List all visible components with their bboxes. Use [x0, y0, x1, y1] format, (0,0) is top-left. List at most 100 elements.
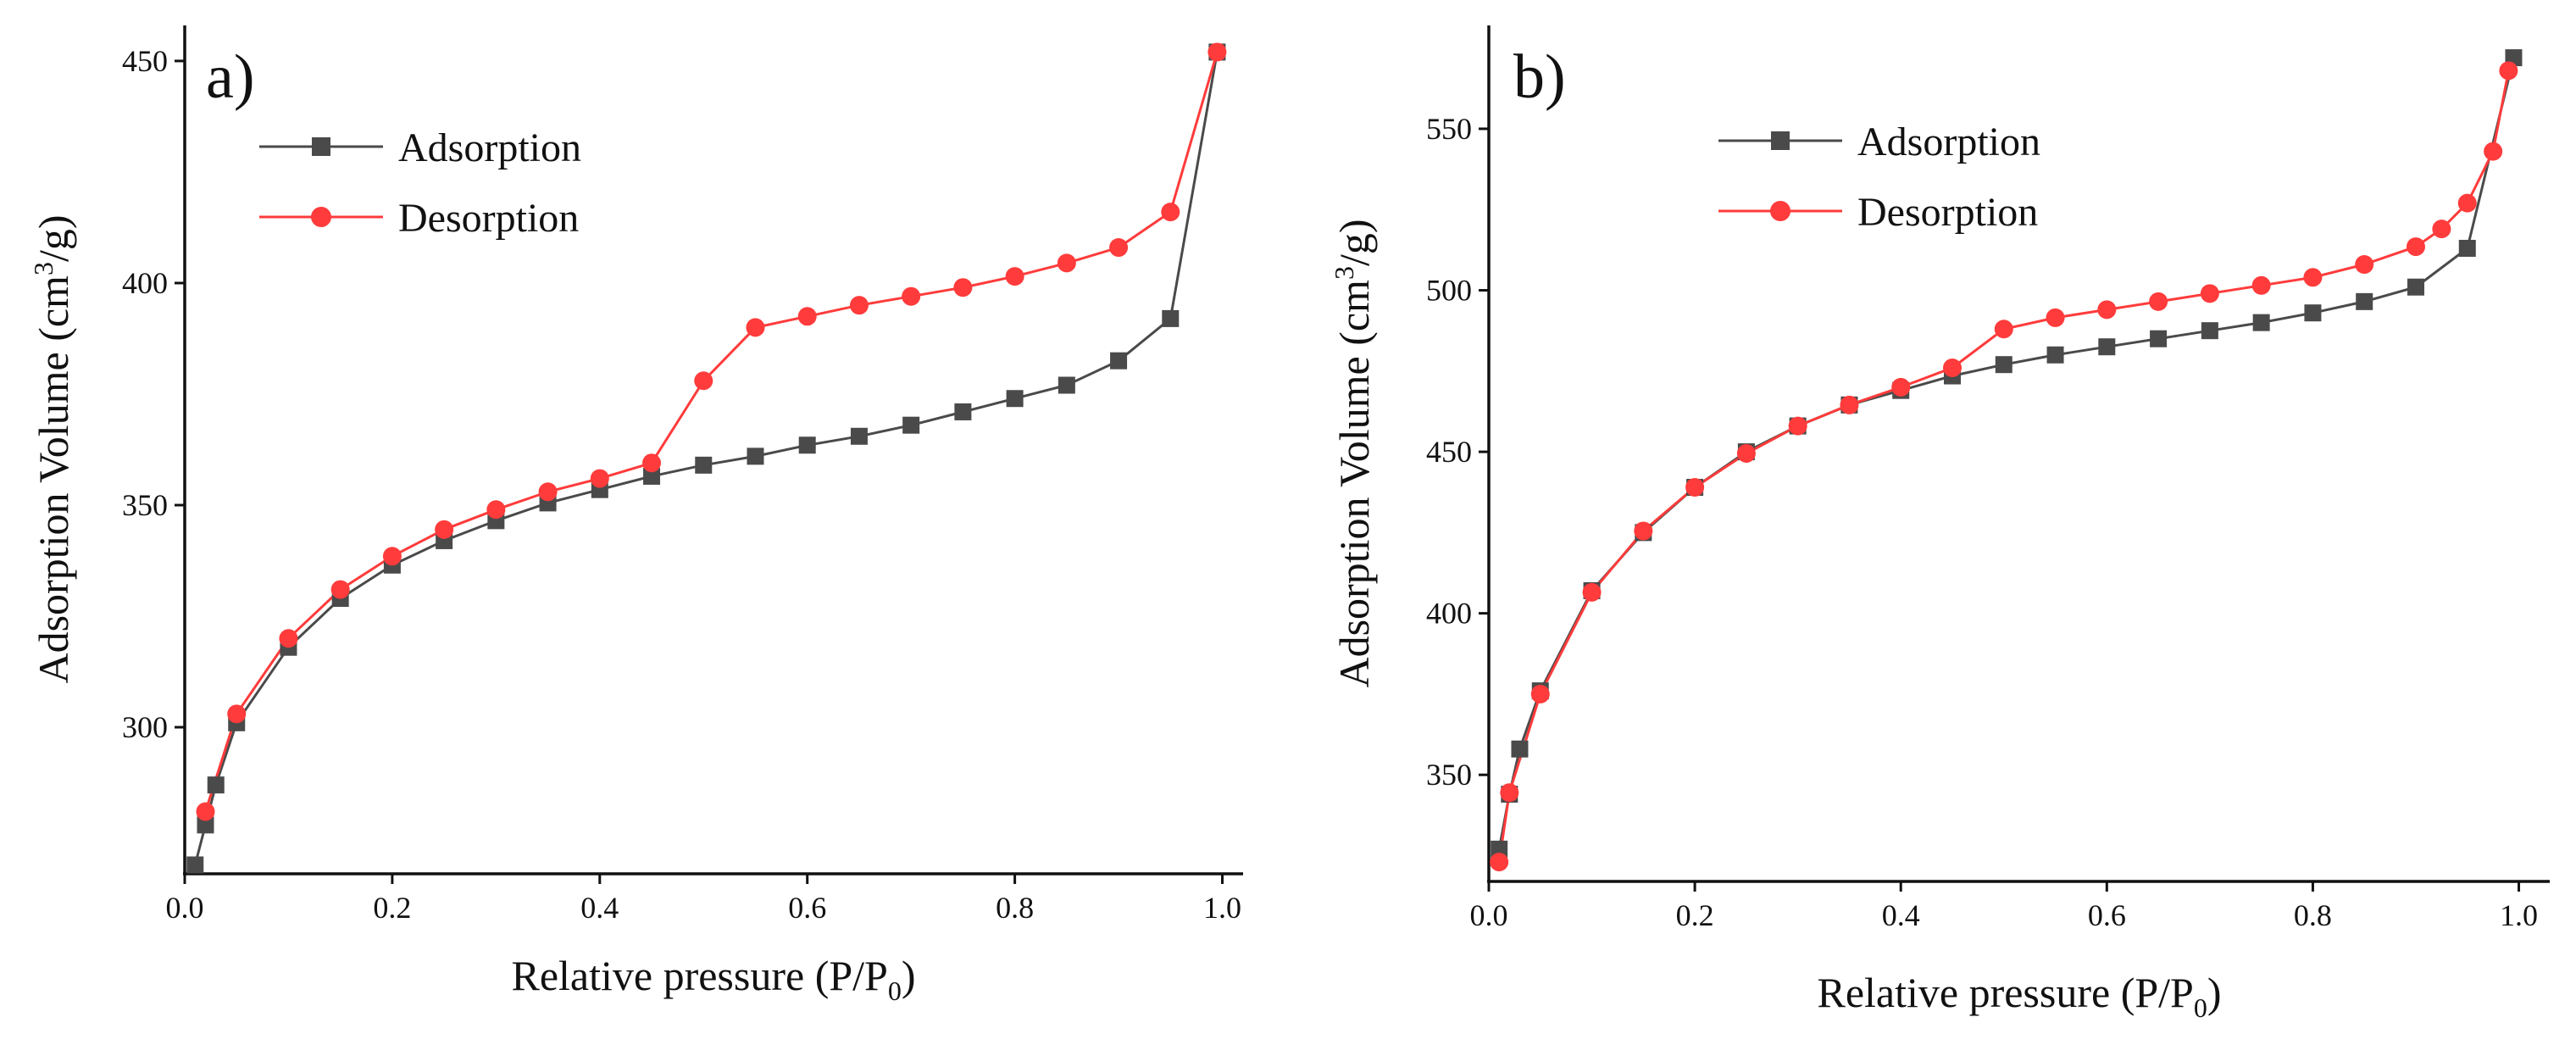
- data-point-adsorption: [197, 816, 214, 834]
- x-axis-label: Relative pressure (P/P0): [1817, 969, 2221, 1023]
- series-line-desorption: [204, 51, 1219, 813]
- series-line-adsorption: [1497, 57, 2515, 850]
- series-layer: [1490, 49, 2523, 872]
- x-tick-label: 0.8: [996, 891, 1034, 925]
- panel-label: b): [1513, 42, 1566, 112]
- data-point-desorption: [1208, 42, 1227, 62]
- data-point-adsorption: [1995, 356, 2012, 374]
- data-point-desorption: [486, 500, 506, 520]
- x-tick-label: 0.6: [2088, 898, 2126, 932]
- data-point-desorption: [2355, 255, 2374, 275]
- data-point-desorption: [694, 371, 713, 391]
- data-point-desorption: [642, 453, 662, 473]
- x-axis-label-prefix: Relative pressure (P/P: [1817, 969, 2193, 1016]
- y-axis-label: Adsorption Volume (cm3/g): [28, 214, 77, 683]
- legend: Adsorption Desorption: [1718, 120, 2040, 235]
- data-point-desorption: [953, 278, 973, 297]
- data-point-adsorption: [2407, 278, 2424, 296]
- data-point-desorption: [1490, 853, 1509, 872]
- y-tick-label: 400: [122, 266, 168, 300]
- data-point-adsorption: [2356, 292, 2373, 310]
- data-point-desorption: [2097, 300, 2117, 320]
- legend-marker-desorption: [311, 207, 331, 227]
- data-point-desorption: [1057, 253, 1076, 273]
- legend-entry-desorption: Desorption: [259, 196, 579, 241]
- data-point-adsorption: [954, 403, 972, 420]
- data-point-desorption: [1788, 416, 1807, 436]
- data-point-adsorption: [2046, 346, 2064, 364]
- data-point-desorption: [797, 307, 817, 326]
- data-point-desorption: [746, 318, 765, 337]
- y-axis-label-superscript: 3: [28, 262, 58, 275]
- data-point-desorption: [279, 629, 298, 648]
- x-tick-label: 0.0: [166, 891, 204, 925]
- data-point-desorption: [902, 286, 921, 306]
- data-point-adsorption: [1491, 840, 1508, 858]
- series-layer: [186, 42, 1227, 874]
- data-point-desorption: [2457, 193, 2477, 213]
- legend-entry-adsorption: Adsorption: [259, 125, 581, 170]
- y-tick-label: 350: [122, 488, 168, 522]
- y-axis-label-suffix: /g): [30, 214, 77, 262]
- data-point-desorption: [849, 296, 869, 315]
- data-point-desorption: [1005, 267, 1024, 286]
- data-point-desorption: [2251, 275, 2271, 295]
- x-tick-label: 0.4: [1882, 898, 1920, 932]
- y-axis-label-prefix: Adsorption Volume (cm: [30, 275, 77, 684]
- legend-label-adsorption: Adsorption: [1857, 120, 2040, 164]
- data-point-desorption: [1634, 521, 1653, 541]
- x-tick-label: 0.2: [373, 891, 411, 925]
- legend-marker-desorption: [1770, 201, 1790, 221]
- data-point-adsorption: [798, 436, 816, 454]
- x-tick-group: 0.0 0.2 0.4 0.6 0.8 1.0: [166, 874, 1241, 925]
- y-axis-label-prefix: Adsorption Volume (cm: [1330, 280, 1378, 688]
- x-tick-label: 0.0: [1470, 898, 1508, 932]
- data-point-desorption: [227, 704, 247, 724]
- data-point-adsorption: [643, 467, 661, 485]
- y-tick-label: 450: [1426, 435, 1472, 469]
- data-point-desorption: [2200, 284, 2219, 303]
- y-tick-label: 450: [122, 44, 168, 78]
- data-point-adsorption: [2304, 304, 2322, 322]
- data-point-desorption: [2303, 268, 2323, 287]
- data-point-desorption: [1530, 684, 1550, 703]
- x-axis-label: Relative pressure (P/P0): [511, 952, 915, 1006]
- data-point-desorption: [2484, 142, 2503, 161]
- x-axis-label-suffix: ): [902, 952, 916, 999]
- data-point-desorption: [2499, 61, 2518, 81]
- y-tick-label: 400: [1426, 597, 1472, 631]
- legend-label-desorption: Desorption: [1857, 190, 2038, 235]
- x-tick-label: 1.0: [1203, 891, 1241, 925]
- x-tick-label: 0.8: [2294, 898, 2332, 932]
- x-axis-label-subscript: 0: [2194, 992, 2207, 1023]
- x-tick-label: 0.4: [580, 891, 619, 925]
- data-point-desorption: [330, 580, 350, 599]
- y-axis-label-superscript: 3: [1329, 266, 1359, 280]
- legend-label-adsorption: Adsorption: [398, 125, 581, 170]
- panel-b: b) 0.0 0.2 0.4 0.6 0.8 1.0 350 400 450 500 550 Ad…: [1329, 25, 2550, 1023]
- data-point-desorption: [1685, 478, 1705, 497]
- data-point-desorption: [382, 547, 402, 566]
- data-point-desorption: [1736, 444, 1756, 463]
- data-point-adsorption: [1511, 740, 1529, 758]
- data-point-desorption: [1994, 320, 2013, 339]
- legend-entry-desorption: Desorption: [1718, 190, 2038, 235]
- legend-marker-adsorption: [1771, 131, 1790, 150]
- data-point-desorption: [2432, 220, 2451, 239]
- y-axis-label-suffix: /g): [1330, 219, 1378, 266]
- data-point-adsorption: [2150, 330, 2168, 347]
- data-point-desorption: [1891, 377, 1911, 397]
- data-point-adsorption: [1162, 309, 1180, 327]
- y-tick-label: 300: [122, 710, 168, 744]
- data-point-desorption: [1840, 395, 1859, 414]
- data-point-adsorption: [186, 856, 204, 874]
- data-point-adsorption: [2252, 314, 2270, 331]
- data-point-desorption: [538, 482, 558, 502]
- data-point-adsorption: [695, 456, 713, 474]
- x-tick-group: 0.0 0.2 0.4 0.6 0.8 1.0: [1470, 881, 2538, 932]
- panel-label: a): [206, 42, 255, 112]
- data-point-desorption: [196, 802, 215, 821]
- data-point-desorption: [1942, 359, 1962, 377]
- x-tick-label: 0.2: [1676, 898, 1714, 932]
